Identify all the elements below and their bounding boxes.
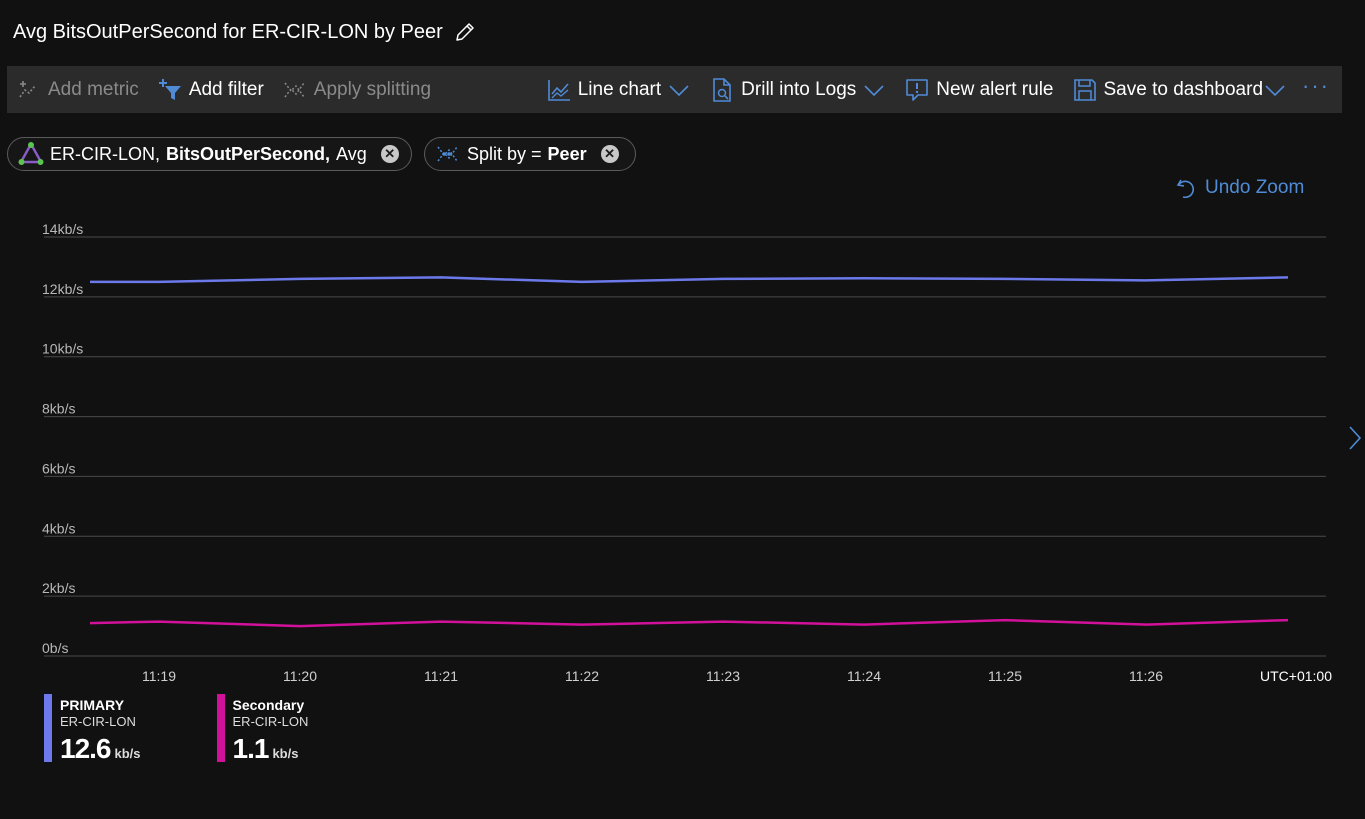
chevron-down-icon <box>669 84 689 96</box>
new-alert-rule-button[interactable]: New alert rule <box>895 66 1062 113</box>
chevron-down-icon <box>864 84 884 96</box>
filter-icon <box>158 78 181 100</box>
chevron-down-icon <box>1265 84 1285 96</box>
x-tick-label: 11:22 <box>565 668 599 684</box>
chart-legend: PRIMARY ER-CIR-LON 12.6 kb/s Secondary E… <box>44 694 308 765</box>
legend-series-name: Secondary <box>232 697 305 713</box>
y-tick-label: 4kb/s <box>42 520 75 536</box>
add-metric-button[interactable]: Add metric <box>7 66 148 113</box>
drill-into-logs-dropdown[interactable]: Drill into Logs <box>700 66 895 113</box>
legend-value-unit: kb/s <box>272 746 299 761</box>
legend-item-primary[interactable]: PRIMARY ER-CIR-LON 12.6 kb/s <box>44 694 141 765</box>
x-tick-label: 11:20 <box>283 668 317 684</box>
remove-split-icon[interactable]: ✕ <box>600 145 619 163</box>
add-filter-button[interactable]: Add filter <box>148 66 273 113</box>
undo-icon <box>1176 179 1195 199</box>
line-chart-label: Line chart <box>577 78 662 100</box>
series-line-primary <box>90 276 1289 284</box>
apply-splitting-button[interactable]: Apply splitting <box>273 66 440 113</box>
split-pill-prefix: Split by = <box>467 143 542 164</box>
save-to-dashboard-label: Save to dashboard <box>1103 78 1264 100</box>
logs-icon <box>713 77 731 102</box>
add-filter-label: Add filter <box>188 78 264 100</box>
legend-item-secondary[interactable]: Secondary ER-CIR-LON 1.1 kb/s <box>216 694 309 765</box>
x-tick-label: 11:23 <box>706 668 740 684</box>
alert-icon <box>906 78 929 101</box>
remove-metric-icon[interactable]: ✕ <box>380 145 399 163</box>
y-tick-label: 14kb/s <box>42 221 83 237</box>
legend-text: PRIMARY ER-CIR-LON 12.6 kb/s <box>60 694 141 765</box>
x-tick-label: 11:19 <box>142 668 176 684</box>
pencil-icon[interactable] <box>453 20 477 44</box>
x-tick-label: 11:21 <box>424 668 458 684</box>
save-icon <box>1073 78 1096 101</box>
add-metric-label: Add metric <box>48 78 139 100</box>
splitting-icon <box>284 82 305 97</box>
series-line-secondary <box>89 618 1289 628</box>
drill-into-logs-label: Drill into Logs <box>741 78 857 100</box>
line-chart-icon <box>547 79 570 101</box>
add-metric-icon <box>19 80 36 97</box>
y-tick-label: 6kb/s <box>42 460 75 476</box>
undo-zoom-button[interactable]: Undo Zoom <box>1175 176 1304 200</box>
new-alert-rule-label: New alert rule <box>936 78 1054 100</box>
legend-text: Secondary ER-CIR-LON 1.1 kb/s <box>233 694 309 765</box>
x-tick-label: 11:25 <box>988 668 1022 684</box>
expressroute-icon <box>18 142 44 165</box>
legend-value: 12.6 kb/s <box>60 733 141 765</box>
more-options-button[interactable]: ··· <box>1302 72 1330 98</box>
timezone-label: UTC+01:00 <box>1260 668 1332 684</box>
legend-value-number: 12.6 <box>60 733 111 764</box>
legend-resource: ER-CIR-LON <box>60 714 136 729</box>
chevron-right-icon[interactable] <box>1348 424 1362 452</box>
y-tick-label: 8kb/s <box>42 401 75 417</box>
x-tick-label: 11:24 <box>847 668 881 684</box>
legend-value-unit: kb/s <box>114 746 141 761</box>
y-tick-label: 12kb/s <box>42 281 83 297</box>
metric-pill-metric: BitsOutPerSecond, <box>166 143 331 164</box>
splitting-icon <box>437 146 458 162</box>
undo-zoom-label: Undo Zoom <box>1205 177 1305 198</box>
y-tick-label: 2kb/s <box>42 580 75 596</box>
split-pill-value: Peer <box>547 143 587 164</box>
line-chart-dropdown[interactable]: Line chart <box>537 66 700 113</box>
legend-value: 1.1 kb/s <box>233 733 309 765</box>
title-row: Avg BitsOutPerSecond for ER-CIR-LON by P… <box>13 16 477 48</box>
legend-series-name: PRIMARY <box>60 697 125 713</box>
apply-splitting-label: Apply splitting <box>313 78 432 100</box>
save-to-dashboard-dropdown[interactable]: Save to dashboard <box>1063 66 1297 113</box>
chart-toolbar: Add metric Add filter Apply splitting Li… <box>7 66 1342 113</box>
legend-color-bar <box>44 694 52 762</box>
metric-pill-aggregation: Avg <box>336 143 367 164</box>
split-pill[interactable]: Split by = Peer ✕ <box>424 137 636 171</box>
x-tick-label: 11:26 <box>1129 668 1163 684</box>
line-chart[interactable]: 0b/s 2kb/s 4kb/s 6kb/s 8kb/s 10kb/s 12kb/s 14kb… <box>0 210 1340 690</box>
y-tick-label: 0b/s <box>42 640 68 656</box>
metric-pill[interactable]: ER-CIR-LON, BitsOutPerSecond, Avg ✕ <box>7 137 412 171</box>
legend-resource: ER-CIR-LON <box>232 714 309 729</box>
metric-pill-resource: ER-CIR-LON, <box>50 143 161 164</box>
y-tick-label: 10kb/s <box>42 341 83 357</box>
chart-title: Avg BitsOutPerSecond for ER-CIR-LON by P… <box>13 20 443 43</box>
legend-color-bar <box>216 694 225 762</box>
legend-value-number: 1.1 <box>232 733 270 764</box>
